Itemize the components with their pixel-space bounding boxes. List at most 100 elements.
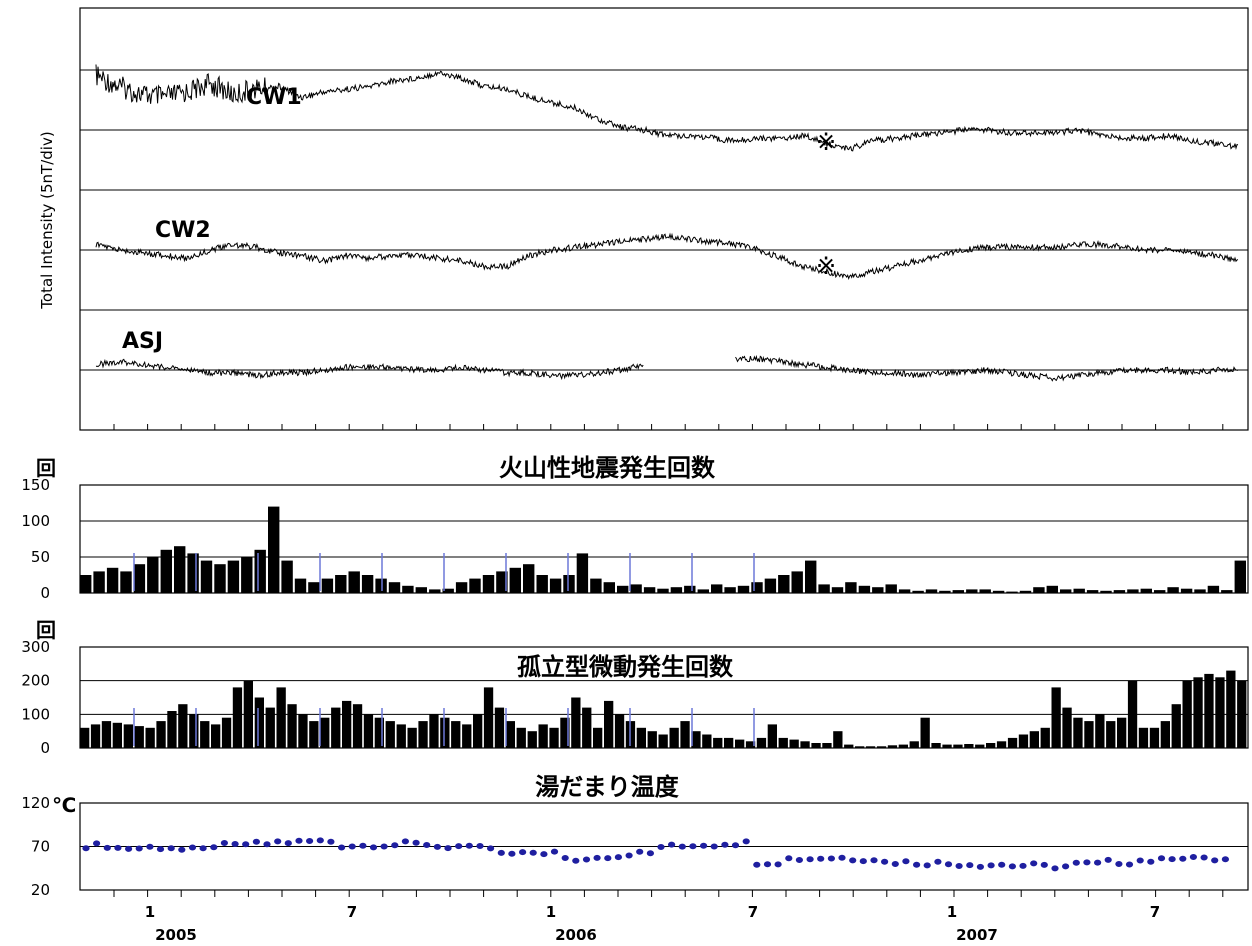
temperature-point bbox=[263, 841, 271, 848]
earthquake-bar bbox=[455, 582, 468, 593]
earthquake-bar bbox=[643, 587, 656, 593]
tremor-y-tick: 200 bbox=[21, 672, 50, 690]
temperature-point bbox=[561, 855, 569, 861]
tremor-bar bbox=[887, 745, 898, 748]
temperature-point bbox=[188, 844, 197, 851]
temperature-point bbox=[859, 858, 867, 865]
tremor-bar bbox=[473, 714, 483, 748]
x-month-label: 7 bbox=[748, 903, 758, 921]
tremor-bar bbox=[298, 714, 308, 748]
temperature-point bbox=[242, 841, 250, 848]
tremor-chart-title: 孤立型微動発生回数 bbox=[517, 653, 734, 681]
temperature-point bbox=[700, 842, 708, 849]
temperature-point bbox=[476, 843, 484, 849]
temperature-point bbox=[891, 861, 899, 867]
tremor-bar bbox=[287, 704, 297, 748]
temperature-point bbox=[125, 845, 133, 852]
tremor-bar bbox=[996, 741, 1007, 748]
temperature-point bbox=[306, 838, 314, 844]
temperature-point bbox=[636, 848, 644, 855]
temperature-point bbox=[966, 862, 974, 869]
earthquake-bar bbox=[1060, 589, 1072, 593]
tremor-bar bbox=[931, 743, 941, 749]
tremor-bar bbox=[331, 707, 341, 748]
temperature-point bbox=[923, 862, 931, 869]
temperature-point bbox=[753, 861, 761, 868]
temperature-point bbox=[412, 839, 420, 846]
earthquake-bar bbox=[1073, 588, 1085, 593]
tremor-bar bbox=[123, 724, 133, 748]
tremor-bar bbox=[418, 721, 428, 748]
earthquake-bar bbox=[1194, 589, 1206, 593]
temperature-point bbox=[934, 858, 942, 865]
earthquake-chart-title: 火山性地震発生回数 bbox=[499, 454, 716, 482]
tremor-bar bbox=[1051, 687, 1061, 748]
intensity-panel-frame bbox=[79, 7, 1249, 431]
series-cw2-label: CW2 bbox=[155, 218, 211, 243]
tremor-bar bbox=[691, 731, 701, 748]
tremor-bar bbox=[571, 697, 581, 748]
tremor-bar bbox=[614, 714, 625, 748]
earthquake-bar bbox=[268, 506, 280, 593]
temperature-point bbox=[529, 849, 537, 856]
earthquake-bar bbox=[1221, 590, 1233, 593]
tremor-bar bbox=[560, 717, 570, 748]
tremor-unit-label: 回 bbox=[36, 618, 56, 642]
temperature-point bbox=[1147, 858, 1155, 865]
annotation-marker-cw2: ※ bbox=[816, 252, 836, 280]
tremor-bar bbox=[90, 724, 101, 748]
earthquake-bar bbox=[429, 589, 441, 593]
temperature-point bbox=[497, 849, 505, 856]
temperature-point bbox=[913, 861, 921, 868]
tremor-bar bbox=[1117, 717, 1127, 748]
earthquake-bar bbox=[818, 584, 830, 593]
tremor-bar bbox=[112, 722, 122, 749]
temperature-point bbox=[380, 843, 388, 850]
tremor-bar bbox=[1106, 721, 1116, 748]
earthquake-bar bbox=[361, 575, 374, 593]
earthquake-bar bbox=[415, 587, 427, 593]
temperature-point bbox=[433, 843, 441, 850]
tremor-bar bbox=[352, 704, 363, 748]
earthquake-bar bbox=[630, 584, 642, 593]
temperature-point bbox=[156, 846, 165, 853]
temperature-point bbox=[359, 842, 367, 849]
temperature-point bbox=[572, 857, 580, 864]
tremor-bar bbox=[363, 714, 374, 748]
temperature-point bbox=[338, 844, 346, 851]
earthquake-bar bbox=[898, 589, 911, 593]
temperature-y-tick: 70 bbox=[31, 838, 50, 856]
earthquake-bar bbox=[482, 575, 495, 593]
tremor-bar bbox=[833, 731, 843, 748]
tremor-bar bbox=[876, 746, 887, 748]
earthquake-bar bbox=[751, 582, 763, 593]
temperature-point bbox=[316, 837, 324, 844]
earthquake-bar bbox=[1140, 588, 1152, 593]
tremor-bar bbox=[702, 734, 712, 748]
earthquake-bar bbox=[120, 571, 132, 593]
temperature-point bbox=[742, 838, 750, 845]
temperature-point bbox=[1072, 859, 1080, 866]
temperature-point bbox=[678, 843, 686, 850]
earthquake-bar bbox=[469, 578, 481, 593]
tremor-bar bbox=[221, 717, 232, 748]
temperature-point bbox=[444, 845, 452, 852]
earthquake-bar bbox=[925, 589, 938, 593]
tremor-bar bbox=[855, 746, 865, 748]
earthquake-bar bbox=[106, 567, 119, 593]
temperature-point bbox=[487, 845, 495, 852]
earthquake-bar bbox=[1207, 585, 1220, 593]
earthquake-bar bbox=[1019, 590, 1032, 593]
tremor-bar bbox=[1160, 721, 1170, 748]
earthquake-bar bbox=[657, 588, 669, 593]
earthquake-bar bbox=[684, 585, 696, 593]
series-asj-label: ASJ bbox=[122, 329, 163, 354]
temperature-point bbox=[295, 837, 303, 844]
tremor-bar bbox=[1084, 721, 1094, 748]
temperature-y-tick: 20 bbox=[31, 881, 50, 899]
tremor-bar bbox=[429, 714, 439, 748]
earthquake-bar bbox=[200, 560, 213, 593]
earthquake-bar bbox=[805, 560, 817, 593]
temperature-chart-title: 湯だまり温度 bbox=[535, 773, 680, 801]
tremor-bar bbox=[604, 700, 614, 748]
